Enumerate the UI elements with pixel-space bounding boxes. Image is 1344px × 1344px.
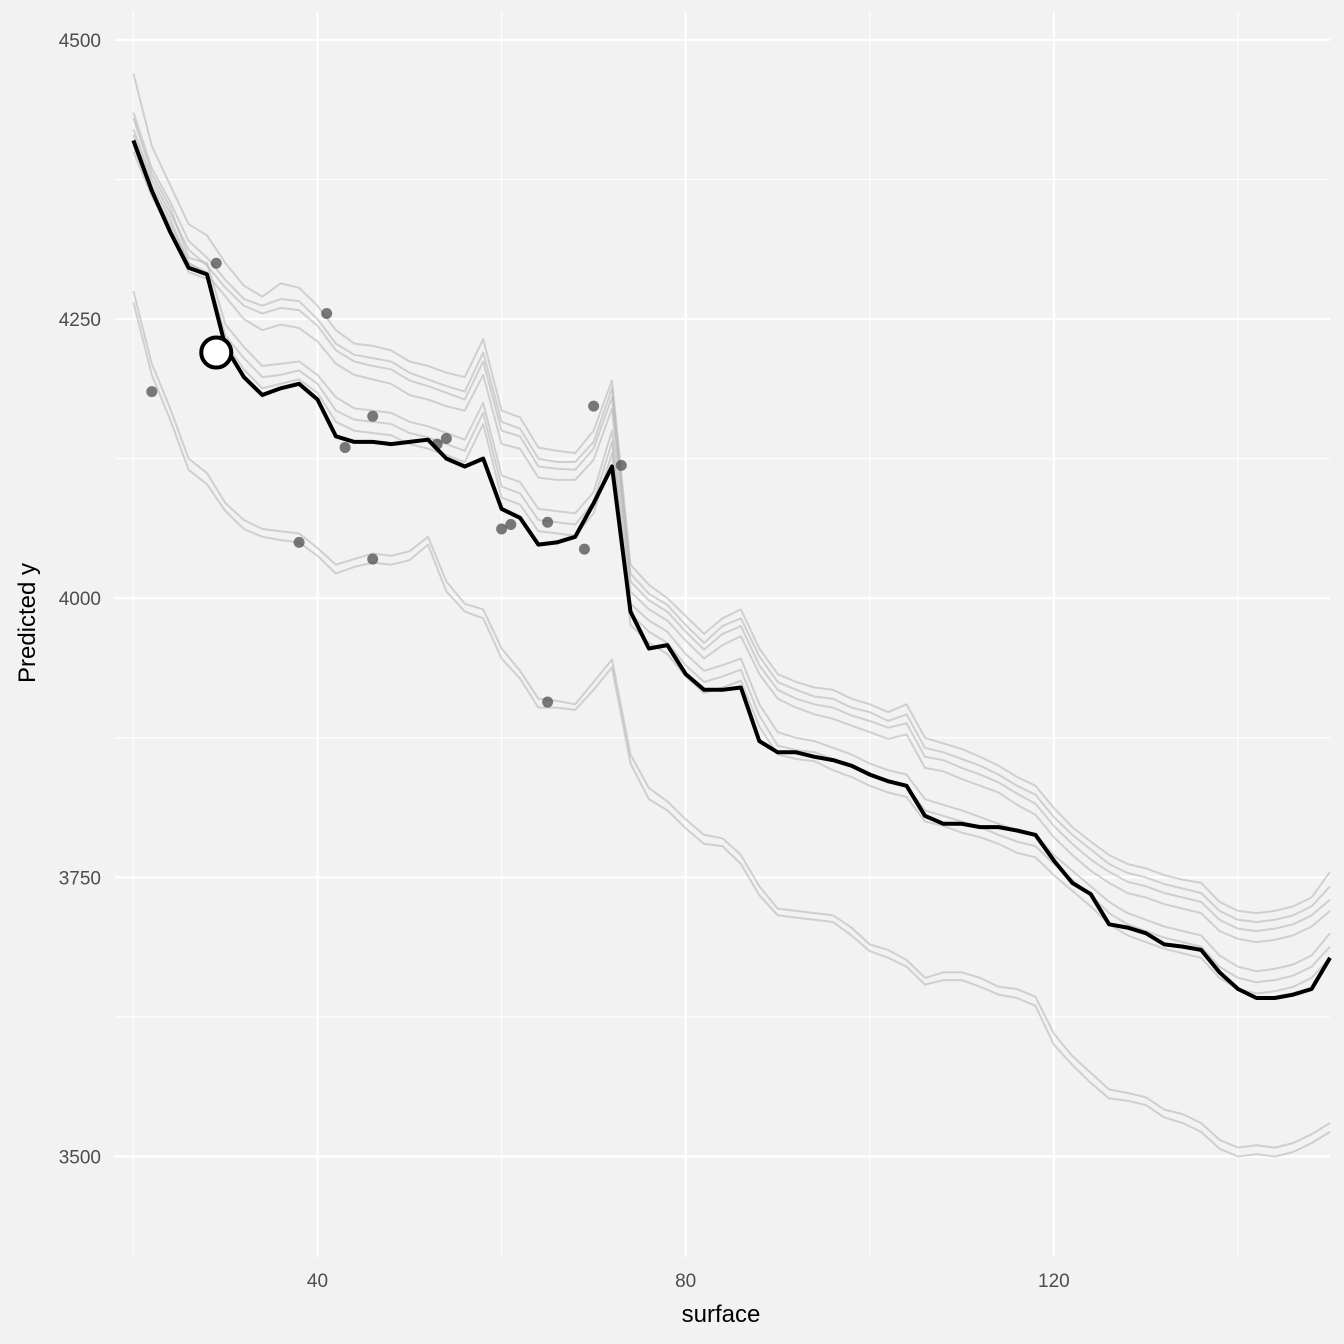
ice-line — [132, 302, 1331, 1158]
y-tick-label: 3500 — [59, 1148, 101, 1169]
observed-point — [293, 536, 305, 548]
ice-line — [132, 117, 1331, 973]
y-tick-label: 3750 — [59, 868, 101, 889]
x-tick-label: 40 — [307, 1271, 328, 1292]
y-axis-title: Predicted y — [14, 563, 41, 683]
ice-line — [132, 134, 1331, 984]
average-line-group — [131, 139, 1332, 1000]
observed-point — [588, 400, 600, 412]
observed-point — [542, 516, 554, 528]
ice-line — [132, 151, 1331, 995]
observed-point — [440, 433, 452, 445]
observed-point — [578, 543, 590, 555]
ice-line — [132, 290, 1331, 1149]
y-axis-tick-labels: 3500 3750 4000 4250 4500 — [59, 31, 101, 1169]
observed-point — [615, 459, 627, 471]
ice-line — [132, 112, 1331, 923]
observed-point — [210, 257, 222, 269]
observed-point — [339, 441, 351, 453]
ice-lines — [132, 73, 1331, 1158]
x-tick-label: 80 — [675, 1271, 696, 1292]
observed-point — [505, 519, 517, 531]
ice-line — [132, 73, 1331, 915]
major-gridlines — [115, 12, 1330, 1257]
y-tick-label: 4000 — [59, 589, 101, 610]
selected-observation-point — [199, 335, 234, 370]
observed-point — [146, 386, 158, 398]
observed-point — [367, 553, 379, 565]
ice-line — [132, 145, 1331, 944]
x-axis-title: surface — [682, 1301, 761, 1328]
y-tick-label: 4500 — [59, 31, 101, 52]
observed-point — [367, 410, 379, 422]
y-tick-label: 4250 — [59, 310, 101, 331]
x-axis-tick-labels: 40 80 120 — [307, 1271, 1070, 1292]
average-prediction-line — [131, 139, 1332, 1000]
x-tick-label: 120 — [1038, 1271, 1070, 1292]
observed-point — [321, 307, 333, 319]
ice-line — [132, 128, 1331, 932]
observed-point — [542, 696, 554, 708]
observed-point — [496, 523, 508, 535]
selected-point-group — [199, 335, 234, 370]
